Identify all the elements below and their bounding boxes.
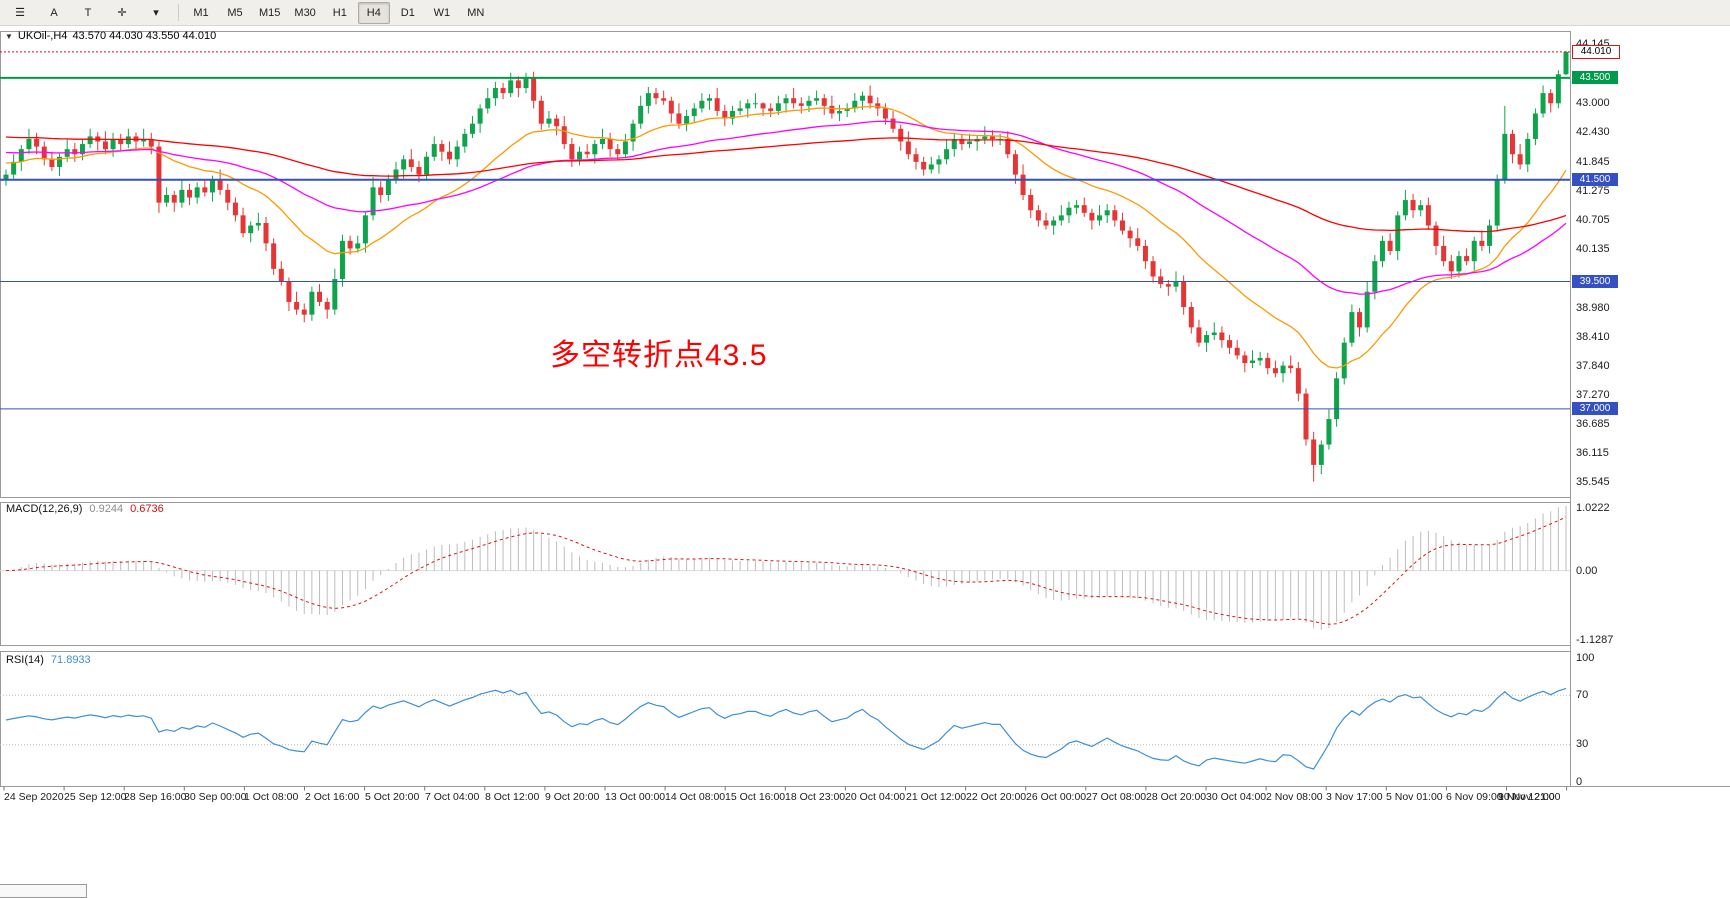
price-level-tag: 41.500 [1572, 173, 1618, 186]
ma-mid-line [5, 120, 1567, 295]
price-scale-label: 38.410 [1576, 331, 1610, 343]
timeframe-m30[interactable]: M30 [294, 6, 316, 19]
time-scale-label: 27 Oct 08:00 [1086, 791, 1147, 803]
time-scale-label: 15 Oct 16:00 [725, 791, 786, 803]
time-scale-label: 13 Oct 00:00 [605, 791, 666, 803]
ma-fast-line [5, 105, 1567, 369]
time-scale-label: 1 Oct 08:00 [244, 791, 299, 803]
time-scale-label: 9 Oct 20:00 [545, 791, 600, 803]
timeframe-h1[interactable]: H1 [332, 6, 347, 19]
chevron-down-icon[interactable]: ▾ [153, 7, 159, 19]
price-level-tag: 37.000 [1572, 402, 1618, 415]
panel-splitter-macd[interactable] [0, 495, 1730, 500]
price-scale-label: 40.135 [1576, 243, 1610, 255]
price-scale-label: 41.845 [1576, 156, 1610, 168]
time-scale-label: 7 Oct 04:00 [425, 791, 480, 803]
ma-slow-line [5, 136, 1567, 233]
rsi-scale-label: 70 [1576, 689, 1589, 701]
rsi-line [5, 687, 1567, 770]
time-scale-label: 28 Oct 20:00 [1146, 791, 1207, 803]
price-scale-label: 38.980 [1576, 302, 1610, 314]
annotation-text[interactable]: 多空转折点43.5 [550, 339, 768, 372]
macd-name: MACD(12,26,9) [6, 503, 83, 515]
price-level-tag: 43.500 [1572, 71, 1618, 84]
timeframe-m15[interactable]: M15 [259, 6, 281, 19]
price-scale-label: 41.275 [1576, 185, 1610, 197]
candles-layer [3, 50, 1569, 482]
macd-scale-zero: 0.00 [1576, 565, 1598, 577]
symbol-period-label: UKOil-,H4 [17, 30, 68, 42]
timeframe-h4[interactable]: H4 [357, 1, 390, 24]
time-scale-label: 28 Sep 16:00 [124, 791, 187, 803]
price-scale-label: 43.000 [1576, 97, 1610, 109]
text-tool-button[interactable]: T [84, 6, 92, 19]
time-scale-label: 3 Nov 17:00 [1326, 791, 1383, 803]
timeframe-d1[interactable]: D1 [400, 6, 415, 19]
macd-scale-max: 1.0222 [1576, 502, 1610, 514]
current-price-tag: 44.010 [1572, 45, 1620, 59]
macd-signal-line [5, 516, 1567, 625]
time-scale-label: 22 Oct 20:00 [966, 791, 1027, 803]
timeframe-w1[interactable]: W1 [433, 6, 451, 19]
price-scale-label: 37.270 [1576, 389, 1610, 401]
panel-splitter-rsi[interactable] [0, 645, 1730, 650]
time-scale-label: 8 Oct 12:00 [485, 791, 540, 803]
time-scale-label: 21 Oct 12:00 [906, 791, 967, 803]
crosshair-tool-button[interactable]: ✛ [117, 7, 127, 19]
time-scale-label: 25 Sep 12:00 [64, 791, 127, 803]
rsi-scale-label: 100 [1576, 652, 1595, 664]
time-scale-label: 5 Oct 20:00 [365, 791, 420, 803]
macd-label: MACD(12,26,9) 0.9244 0.6736 [6, 503, 164, 515]
toolbar-separator [178, 4, 179, 21]
time-scale-label: 2 Nov 08:00 [1266, 791, 1323, 803]
time-scale-label: 20 Oct 04:00 [845, 791, 906, 803]
time-scale-label: 26 Oct 00:00 [1026, 791, 1087, 803]
rsi-label: RSI(14) 71.8933 [6, 654, 91, 666]
rsi-scale-label: 30 [1576, 738, 1589, 750]
price-level-tag: 39.500 [1572, 275, 1618, 288]
ohlc-values-label: 43.570 44.030 43.550 44.010 [72, 30, 217, 42]
time-scale-label: 14 Oct 08:00 [665, 791, 726, 803]
price-scale-label: 37.840 [1576, 360, 1610, 372]
price-scale-label: 35.545 [1576, 476, 1610, 488]
macd-signal-value: 0.6736 [130, 503, 164, 515]
rsi-value: 71.8933 [50, 654, 91, 666]
price-scale-label: 36.115 [1576, 447, 1609, 459]
time-scale-label: 6 Nov 09:00 [1446, 791, 1503, 803]
timeframe-mn[interactable]: MN [467, 6, 485, 19]
time-scale-label: 5 Nov 01:00 [1386, 791, 1443, 803]
time-scale-label: 30 Oct 04:00 [1206, 791, 1267, 803]
time-scale-label: 10 Nov 21:00 [1498, 791, 1561, 803]
time-scale-label: 18 Oct 23:00 [785, 791, 846, 803]
price-scale-label: 40.705 [1576, 214, 1610, 226]
timeframe-m5[interactable]: M5 [227, 6, 243, 19]
time-scale-label: 24 Sep 2020 [4, 791, 64, 803]
collapse-panel-icon[interactable]: ▼ [5, 31, 13, 41]
price-scale-label: 42.430 [1576, 126, 1610, 138]
rsi-name: RSI(14) [6, 654, 44, 666]
macd-scale-min: -1.1287 [1576, 634, 1614, 646]
time-scale-label: 9 Nov 12:00 [1498, 791, 1555, 803]
time-scale-label: 2 Oct 16:00 [305, 791, 360, 803]
macd-main-value: 0.9244 [89, 503, 124, 515]
toolbar: ☰ A T ✛ ▾ M1 M5 M15 M30 H1 H4 D1 W1 MN [0, 0, 1730, 26]
arrow-tool-button[interactable]: A [50, 6, 58, 19]
time-scale-label: 30 Sep 00:00 [184, 791, 247, 803]
rsi-scale-label: 0 [1576, 776, 1583, 788]
menu-icon[interactable]: ☰ [15, 7, 25, 19]
status-bar-fragment [0, 884, 87, 898]
price-scale-label: 36.685 [1576, 418, 1610, 430]
chart-title: ▼ UKOil-,H4 43.570 44.030 43.550 44.010 [5, 30, 216, 42]
timeframe-m1[interactable]: M1 [193, 6, 209, 19]
macd-histogram [13, 506, 1567, 630]
